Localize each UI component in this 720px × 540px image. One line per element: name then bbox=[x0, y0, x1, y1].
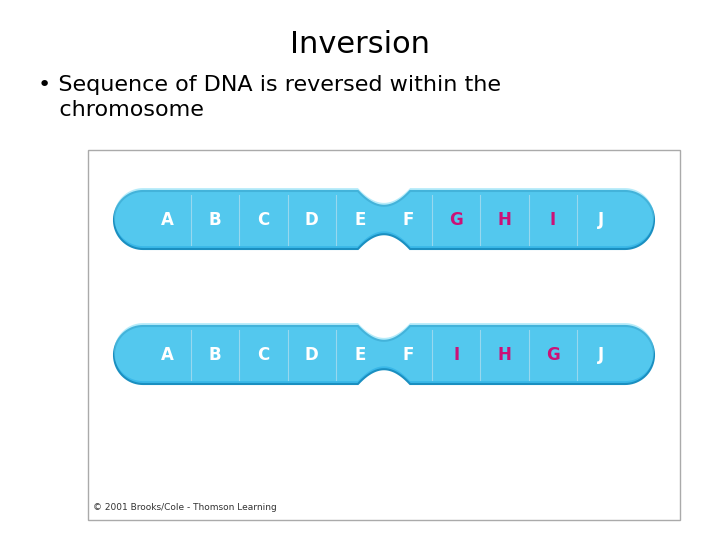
Text: E: E bbox=[354, 346, 366, 364]
Polygon shape bbox=[114, 191, 654, 249]
Text: F: F bbox=[402, 211, 414, 229]
Text: D: D bbox=[305, 211, 318, 229]
Text: I: I bbox=[453, 346, 459, 364]
Text: A: A bbox=[161, 346, 174, 364]
Text: J: J bbox=[598, 211, 604, 229]
Polygon shape bbox=[114, 188, 654, 246]
Text: G: G bbox=[449, 211, 463, 229]
Polygon shape bbox=[114, 323, 654, 381]
Text: A: A bbox=[161, 211, 174, 229]
Text: Inversion: Inversion bbox=[290, 30, 430, 59]
Text: C: C bbox=[257, 211, 269, 229]
Text: C: C bbox=[257, 346, 269, 364]
Text: F: F bbox=[402, 346, 414, 364]
Text: G: G bbox=[546, 346, 559, 364]
Text: B: B bbox=[209, 346, 222, 364]
Text: chromosome: chromosome bbox=[38, 100, 204, 120]
Text: E: E bbox=[354, 211, 366, 229]
Text: © 2001 Brooks/Cole - Thomson Learning: © 2001 Brooks/Cole - Thomson Learning bbox=[93, 503, 276, 512]
Polygon shape bbox=[114, 326, 654, 384]
Text: H: H bbox=[498, 346, 511, 364]
Text: B: B bbox=[209, 211, 222, 229]
Text: • Sequence of DNA is reversed within the: • Sequence of DNA is reversed within the bbox=[38, 75, 501, 95]
Text: H: H bbox=[498, 211, 511, 229]
Text: J: J bbox=[598, 346, 604, 364]
Text: D: D bbox=[305, 346, 318, 364]
FancyBboxPatch shape bbox=[88, 150, 680, 520]
Text: I: I bbox=[549, 211, 556, 229]
